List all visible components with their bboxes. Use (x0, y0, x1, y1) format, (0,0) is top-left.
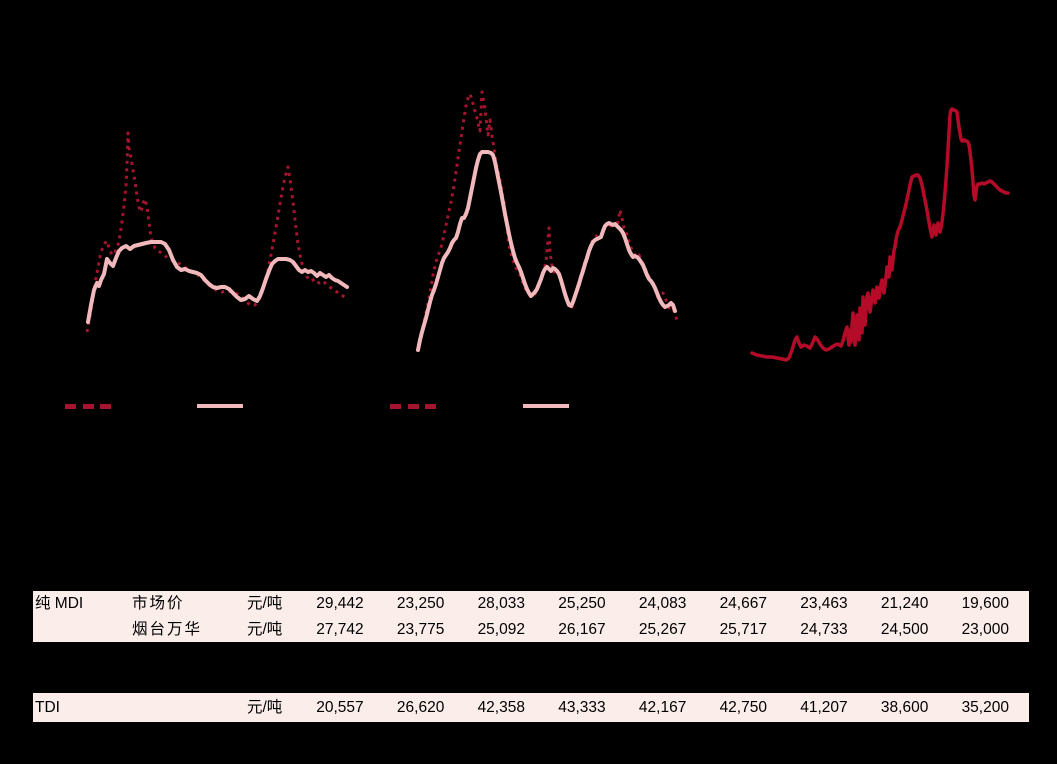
row-sublabel: 市场价 (132, 595, 185, 612)
dash-segment (82, 404, 94, 409)
table-cell: 42,750 (719, 699, 767, 716)
table-cell: 42,167 (638, 699, 687, 716)
dash-segment (390, 404, 401, 409)
table-cell: 23,000 (961, 620, 1009, 638)
table-cell: 21,240 (880, 595, 929, 612)
chart-2-legend-solid-swatch (523, 404, 569, 408)
table-cell: 25,267 (638, 620, 687, 638)
table-cell: 29,442 (316, 595, 364, 612)
chart-1-solid-pink-line (86, 240, 349, 324)
table-cell: 25,092 (477, 620, 525, 638)
table-cell: 26,620 (396, 699, 445, 716)
row-label: TDI (35, 699, 60, 716)
dash-segment (425, 404, 436, 409)
row-sublabel (130, 693, 247, 722)
table-cell: 28,033 (477, 595, 525, 612)
table-cell: 23,463 (800, 595, 848, 612)
table-cell: 35,200 (961, 699, 1009, 716)
chart-2-dashed-dark-red-line (416, 90, 680, 351)
table-cell: 24,667 (719, 595, 767, 612)
table-cell: 23,250 (396, 595, 445, 612)
table-cell: 20,557 (316, 699, 364, 716)
chart-1-legend-dashed-swatch (65, 404, 111, 409)
price-chart-3 (750, 107, 1010, 362)
unit-cell: 元/吨 (247, 699, 283, 716)
table-cell: 24,500 (880, 620, 929, 638)
dash-segment (407, 404, 419, 409)
table-cell: 43,333 (558, 699, 606, 716)
row-sublabel: 烟台万华 (132, 620, 203, 638)
table-cell: 19,600 (961, 595, 1009, 612)
table-cell: 23,775 (396, 620, 445, 638)
dash-segment (100, 404, 111, 409)
table-cell: 27,742 (316, 620, 364, 638)
row-label (33, 617, 130, 643)
table-cell: 25,717 (719, 620, 767, 638)
table-cell: 25,250 (558, 595, 606, 612)
chart-1-dashed-dark-red-line (85, 131, 348, 333)
table-cell: 38,600 (880, 699, 929, 716)
chart-2-legend-dashed-swatch (390, 404, 436, 409)
table-cell: 26,167 (558, 620, 606, 638)
chart-1-legend-solid-swatch (197, 404, 243, 408)
table-cell: 24,083 (638, 595, 687, 612)
chart-2-solid-pink-line (416, 150, 677, 352)
chart-3-solid-crimson-line (750, 107, 1010, 362)
table-cell: 42,358 (477, 699, 525, 716)
price-chart-1 (85, 131, 349, 333)
dash-segment (65, 404, 76, 409)
table-row: TDI 元/吨 20,557 26,620 42,358 43,333 42,1… (33, 693, 1029, 722)
table-cell: 41,207 (800, 699, 848, 716)
unit-cell: 元/吨 (247, 620, 283, 638)
row-label: 纯 MDI (35, 595, 84, 612)
table-cell: 24,733 (800, 620, 848, 638)
table-row: 纯 MDI 市场价 元/吨 29,442 23,250 28,033 25,25… (33, 591, 1029, 617)
unit-cell: 元/吨 (247, 595, 283, 612)
table-band-mdi: 纯 MDI 市场价 元/吨 29,442 23,250 28,033 25,25… (33, 591, 1029, 642)
table-band-tdi: TDI 元/吨 20,557 26,620 42,358 43,333 42,1… (33, 693, 1029, 722)
table-row: 烟台万华 元/吨 27,742 23,775 25,092 26,167 25,… (33, 617, 1029, 643)
price-chart-2 (416, 90, 680, 352)
